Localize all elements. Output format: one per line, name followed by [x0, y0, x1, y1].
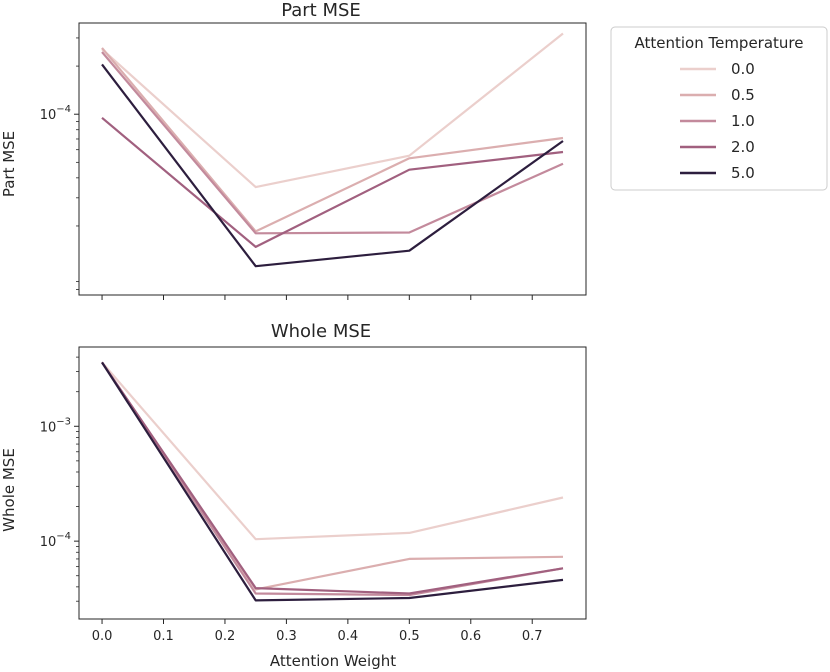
whole-mse-panel: Whole MSE Whole MSE Attention Weight 0.0…: [0, 321, 587, 670]
x-tick-label: 0.0: [92, 629, 113, 644]
series-line-0.0: [101, 361, 564, 541]
x-tick-label: 0.7: [522, 629, 543, 644]
part-mse-title: Part MSE: [281, 0, 361, 21]
part-mse-ticks: 10−4: [40, 37, 533, 300]
legend-frame: [610, 26, 828, 191]
legend-label-5.0: 5.0: [731, 164, 755, 182]
y-tick-label: 10−4: [40, 104, 71, 123]
legend-label-0.5: 0.5: [731, 86, 755, 104]
series-line-5.0: [101, 63, 564, 268]
whole-mse-axes-frame: [78, 346, 587, 620]
x-tick-label: 0.2: [215, 629, 236, 644]
series-line-2.0: [101, 116, 564, 248]
whole-mse-ylabel: Whole MSE: [0, 448, 18, 532]
whole-mse-xlabel: Attention Weight: [270, 652, 396, 670]
x-tick-label: 0.1: [153, 629, 174, 644]
x-tick-label: 0.6: [460, 629, 481, 644]
series-line-1.0: [101, 51, 564, 235]
legend-entries: 0.0 0.5 1.0 2.0 5.0: [680, 60, 755, 182]
series-line-1.0: [101, 361, 564, 597]
x-tick-label: 0.3: [276, 629, 297, 644]
legend-label-1.0: 1.0: [731, 112, 755, 130]
legend: Attention Temperature 0.0 0.5 1.0 2.0 5.0: [610, 26, 828, 191]
x-tick-label: 0.5: [399, 629, 420, 644]
legend-title: Attention Temperature: [634, 34, 803, 52]
whole-mse-lines: [101, 361, 564, 602]
series-line-0.5: [101, 361, 564, 591]
y-tick-label: 10−3: [40, 416, 71, 435]
legend-label-2.0: 2.0: [731, 138, 755, 156]
whole-mse-ticks: 0.0 0.1 0.2 0.3 0.4 0.5 0.6 0.7 10−3 10−4: [40, 356, 543, 644]
series-line-0.5: [101, 47, 564, 233]
part-mse-panel: Part MSE Part MSE 10−4: [0, 0, 587, 300]
series-line-5.0: [101, 361, 564, 602]
part-mse-ylabel: Part MSE: [0, 131, 18, 197]
legend-label-0.0: 0.0: [731, 60, 755, 78]
series-line-2.0: [101, 361, 564, 595]
part-mse-lines: [101, 32, 564, 268]
series-line-0.0: [101, 32, 564, 189]
y-tick-label: 10−4: [40, 531, 71, 550]
whole-mse-title: Whole MSE: [271, 321, 371, 342]
x-tick-label: 0.4: [338, 629, 359, 644]
part-mse-axes-frame: [78, 22, 587, 296]
